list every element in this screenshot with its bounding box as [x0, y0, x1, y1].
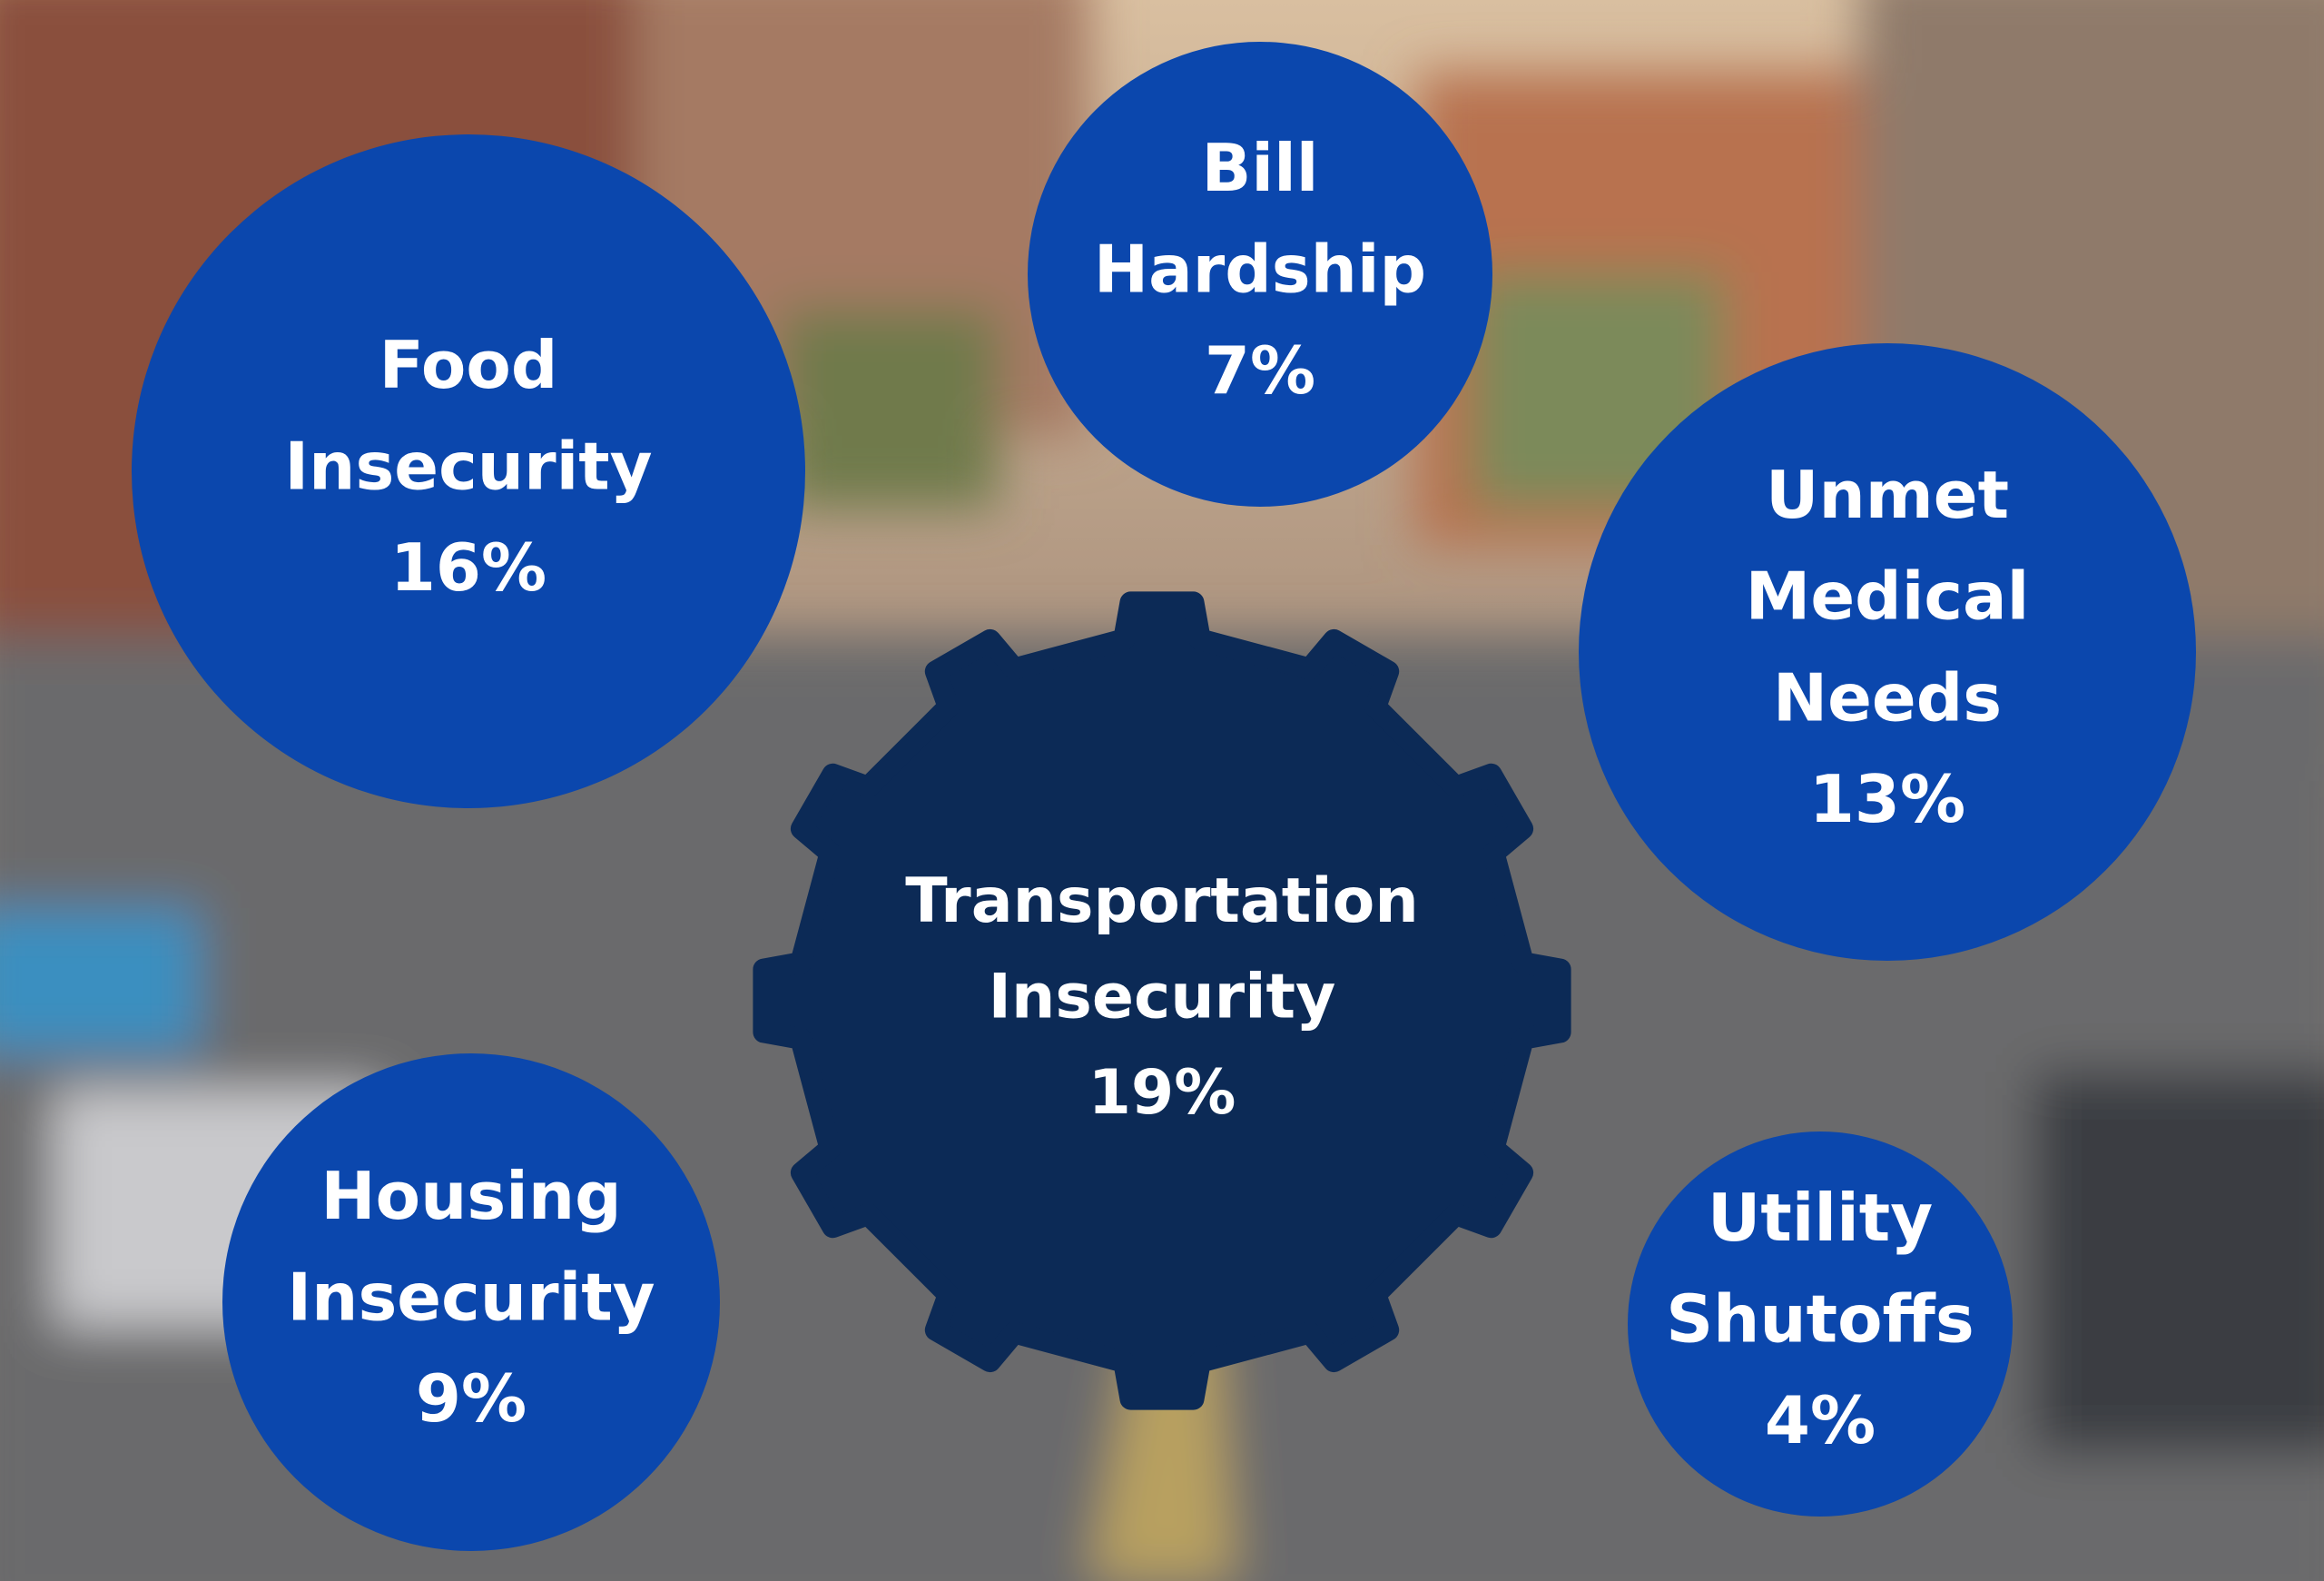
node-value: 9%	[416, 1360, 527, 1437]
nodes: Transportation Insecurity 19% Food Insecurit…	[132, 42, 2196, 1551]
bubble	[222, 1053, 720, 1551]
node-label: Transportation	[905, 865, 1418, 937]
node-label: Bill	[1202, 130, 1319, 206]
gear	[753, 591, 1571, 1410]
node-label: Utility	[1708, 1180, 1933, 1256]
node-value: 4%	[1765, 1382, 1876, 1458]
node-label: Housing	[320, 1158, 621, 1234]
node: Housing Insecurity 9%	[222, 1053, 720, 1551]
node-label: Hardship	[1094, 232, 1426, 308]
node-value: 19%	[1088, 1057, 1236, 1129]
node-label: Shutoffs	[1666, 1281, 1974, 1358]
node: Transportation Insecurity 19%	[753, 591, 1571, 1410]
node-label: Food	[379, 327, 558, 403]
node-label: Medical	[1746, 558, 2030, 635]
bubble	[1028, 42, 1492, 507]
node: Utility Shutoffs 4%	[1628, 1131, 2013, 1517]
node-label: Insecurity	[989, 962, 1336, 1033]
node: Unmet Medical Needs 13%	[1579, 343, 2196, 961]
node-label: Insecurity	[287, 1260, 655, 1336]
bubble	[132, 134, 805, 808]
node: Bill Hardship 7%	[1028, 42, 1492, 507]
bubble	[1579, 343, 2196, 961]
bubble	[1628, 1131, 2013, 1517]
node: Food Insecurity 16%	[132, 134, 805, 808]
node-label: Needs	[1773, 659, 2002, 736]
node-value: 16%	[390, 529, 547, 606]
node-label: Insecurity	[284, 429, 652, 505]
node-value: 7%	[1205, 332, 1315, 409]
node-value: 13%	[1809, 761, 1965, 837]
node-label: Unmet	[1766, 457, 2009, 533]
